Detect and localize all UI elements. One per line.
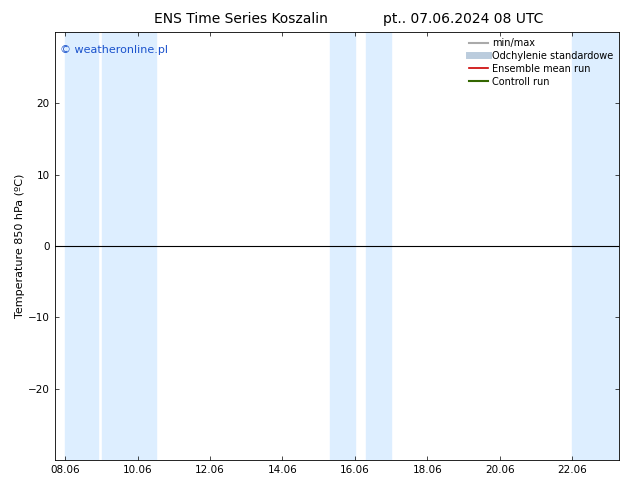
Bar [572,32,619,460]
Text: pt.. 07.06.2024 08 UTC: pt.. 07.06.2024 08 UTC [383,12,543,26]
Bar [330,32,355,460]
Bar [366,32,391,460]
Text: © weatheronline.pl: © weatheronline.pl [60,45,168,55]
Legend: min/max, Odchylenie standardowe, Ensemble mean run, Controll run: min/max, Odchylenie standardowe, Ensembl… [465,34,617,91]
Bar [65,32,98,460]
Y-axis label: Temperature 850 hPa (ºC): Temperature 850 hPa (ºC) [15,174,25,318]
Text: ENS Time Series Koszalin: ENS Time Series Koszalin [154,12,328,26]
Bar [101,32,156,460]
